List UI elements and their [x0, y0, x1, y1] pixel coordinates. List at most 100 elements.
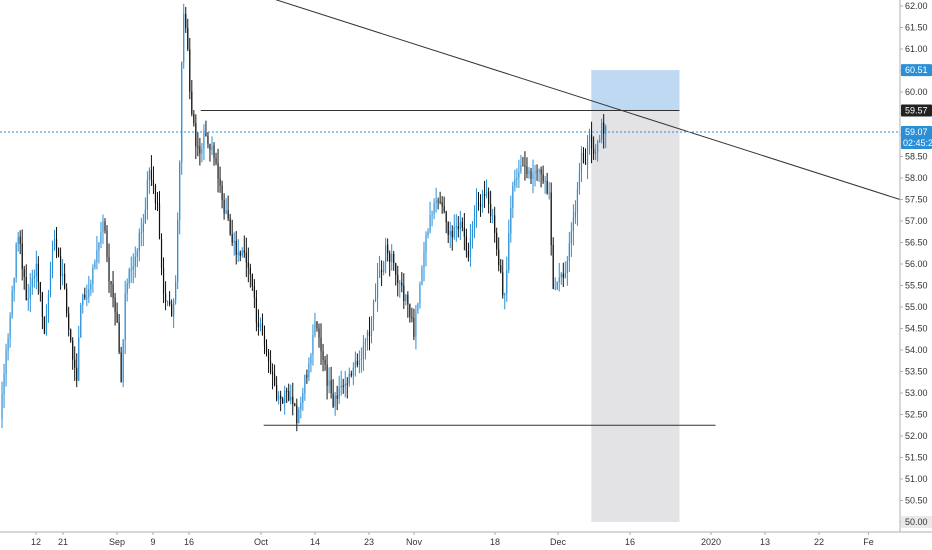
candle-up	[370, 319, 373, 337]
candle-up	[142, 223, 144, 232]
candle-down	[221, 185, 223, 201]
candle-down	[280, 395, 282, 399]
candles	[1, 3, 607, 432]
candle-down	[219, 178, 221, 186]
candle-down	[441, 202, 443, 207]
candle-down	[154, 185, 157, 203]
candle-down	[318, 328, 320, 338]
price-tick-label: 56.50	[905, 238, 928, 248]
candle-down	[465, 236, 467, 252]
candle-up	[435, 200, 437, 203]
candle-down	[197, 146, 199, 148]
candle-down	[110, 281, 112, 285]
candle-down	[207, 135, 209, 144]
candle-down	[104, 221, 106, 231]
position-zones	[591, 70, 680, 523]
candle-down	[112, 284, 114, 298]
candle-up	[423, 251, 425, 268]
candle-up	[560, 273, 562, 278]
candle-up	[405, 294, 407, 302]
candle-down	[401, 282, 403, 286]
candle-down	[255, 297, 258, 323]
candle-up	[427, 231, 429, 236]
candle-down	[39, 282, 41, 293]
time-tick-label: Oct	[254, 537, 269, 547]
candle-up	[300, 402, 302, 410]
candle-down	[296, 405, 298, 424]
time-axis[interactable]: 12 21 Sep 9 16 Oct 14 23 Nov 18 Dec 16 2020 13 22 Fe	[31, 532, 874, 547]
candle-down	[487, 191, 490, 204]
stop-zone	[591, 110, 680, 523]
candle-down	[330, 380, 332, 394]
candle-down	[439, 201, 441, 203]
candle-down	[467, 251, 470, 258]
candle-down	[346, 383, 348, 385]
candle-up	[576, 189, 579, 212]
candle-up	[595, 151, 597, 154]
candle-up	[473, 218, 476, 229]
candle-up	[556, 281, 558, 289]
entry-price-badge	[901, 104, 932, 117]
price-tick-label: 53.00	[905, 388, 928, 398]
candle-up	[599, 139, 601, 142]
price-tick-label: 50.50	[905, 496, 928, 506]
time-tick-label: 13	[760, 537, 770, 547]
candle-down	[562, 273, 564, 278]
candle-down	[368, 331, 371, 337]
candle-up	[308, 363, 310, 378]
descending-trendline	[275, 0, 901, 200]
candle-down	[387, 244, 389, 254]
candle-up	[314, 321, 316, 336]
candle-up	[130, 269, 132, 271]
candle-down	[217, 163, 219, 179]
candle-up	[574, 211, 577, 218]
current-price-badge	[901, 125, 932, 149]
candle-up	[352, 367, 354, 376]
candle-down	[273, 374, 276, 386]
candle-up	[122, 340, 124, 382]
candle-down	[496, 232, 498, 250]
candle-down	[407, 294, 409, 305]
candle-up	[528, 170, 530, 175]
candle-down	[108, 257, 110, 282]
candle-up	[564, 273, 566, 278]
candle-up	[425, 235, 427, 252]
candle-up	[203, 133, 205, 149]
candle-down	[389, 253, 391, 262]
candle-down	[72, 340, 74, 360]
candle-down	[540, 169, 542, 175]
candle-up	[568, 243, 570, 261]
candle-up	[177, 220, 179, 282]
candle-down	[271, 372, 274, 375]
candle-down	[336, 395, 338, 399]
candle-up	[128, 269, 130, 284]
candle-down	[257, 322, 260, 328]
time-tick-label: 21	[58, 537, 68, 547]
candle-down	[55, 239, 58, 249]
candle-down	[199, 146, 201, 154]
candle-down	[530, 170, 532, 179]
candle-down	[25, 276, 27, 300]
candle-up	[485, 191, 488, 196]
candle-up	[51, 249, 54, 269]
candle-down	[64, 273, 66, 289]
time-tick-label: 9	[150, 537, 155, 547]
candle-up	[334, 395, 336, 407]
candle-up	[512, 186, 514, 208]
time-tick-label: Nov	[406, 537, 423, 547]
time-tick-label: Fe	[863, 537, 874, 547]
candle-up	[88, 289, 90, 298]
candle-up	[78, 337, 80, 381]
candle-up	[475, 202, 478, 219]
candle-down	[445, 211, 447, 223]
stop-price-badge	[901, 516, 932, 528]
candle-down	[68, 313, 70, 330]
candle-up	[3, 374, 5, 395]
candle-down	[324, 360, 326, 365]
candle-up	[241, 250, 243, 256]
candle-down	[483, 193, 486, 196]
candle-down	[498, 249, 500, 266]
candle-up	[459, 221, 461, 230]
